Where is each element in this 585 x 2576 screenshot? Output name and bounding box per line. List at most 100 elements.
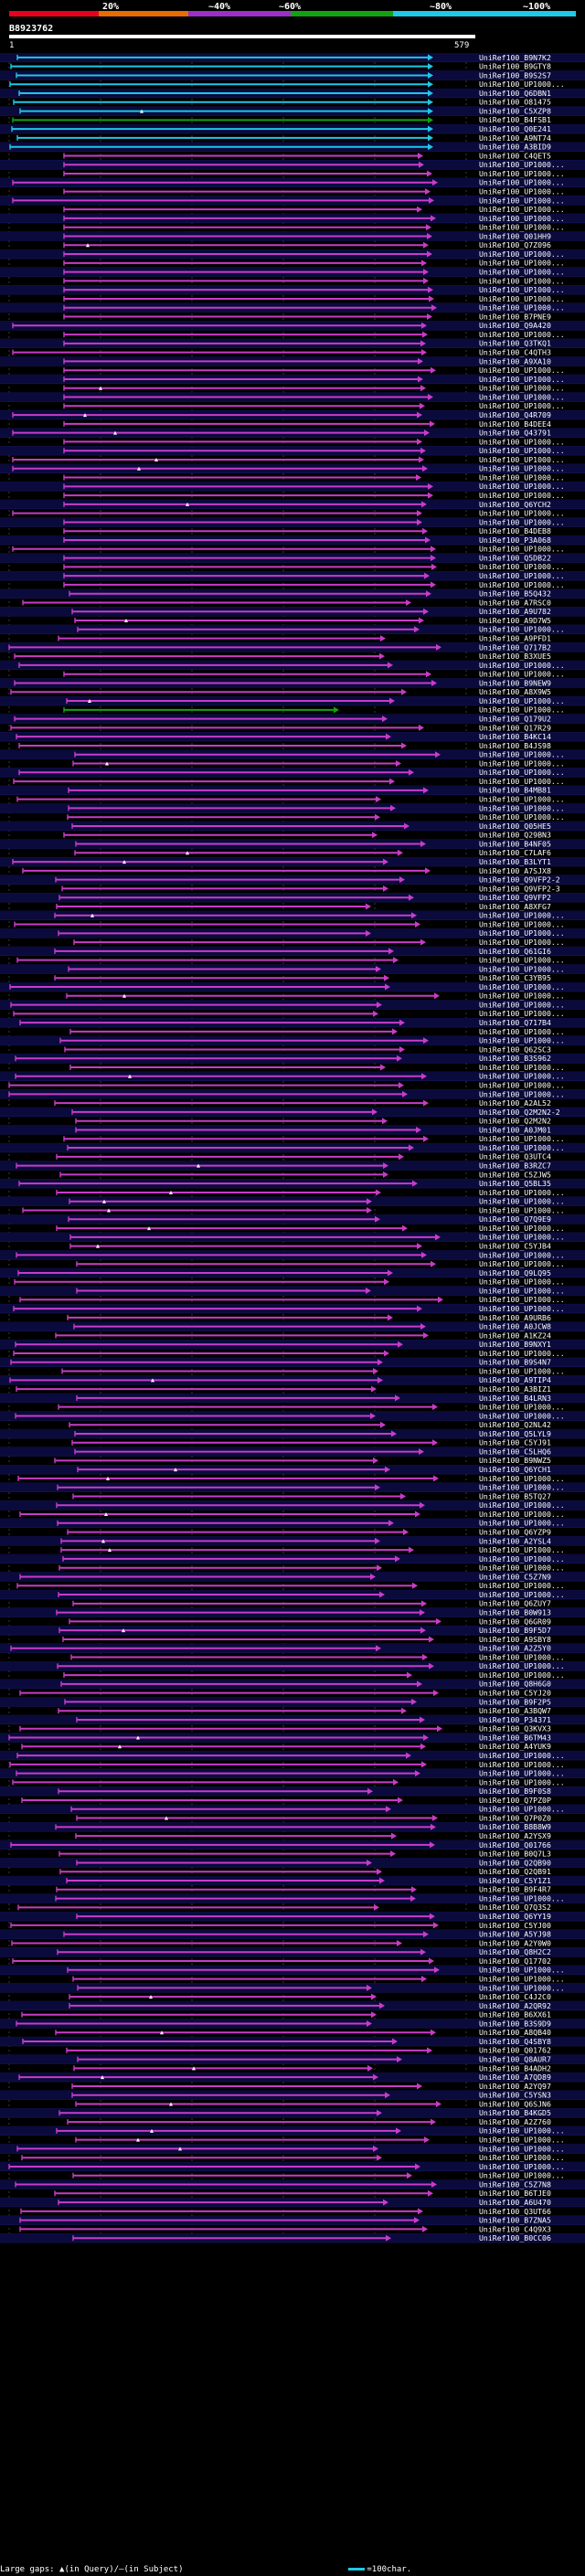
hit-label[interactable]: UniRef100_A2Y0W0 — [479, 1938, 551, 1947]
hit-label[interactable]: UniRef100_Q2M2N2 — [479, 1117, 551, 1126]
hit-label[interactable]: UniRef100_UP1000... — [479, 491, 565, 500]
hit-label[interactable]: UniRef100_UP1000... — [479, 1483, 565, 1492]
hit-row[interactable]: UniRef100_UP1000... — [0, 1769, 585, 1778]
hit-label[interactable]: UniRef100_UP1000... — [479, 1009, 565, 1018]
hit-row[interactable]: UniRef100_B9S4N7 — [0, 1358, 585, 1367]
hit-label[interactable]: UniRef100_A3BIZ1 — [479, 1384, 551, 1394]
hit-label[interactable]: UniRef100_B4NF05 — [479, 839, 551, 848]
hit-label[interactable]: UniRef100_Q179U2 — [479, 715, 551, 724]
hit-label[interactable]: UniRef100_UP1000... — [479, 1769, 565, 1778]
hit-label[interactable]: UniRef100_UP1000... — [479, 178, 565, 187]
hit-row[interactable]: UniRef100_UP1000... — [0, 285, 585, 295]
hit-row[interactable]: UniRef100_UP1000... — [0, 1983, 585, 1993]
hit-label[interactable]: UniRef100_UP1000... — [479, 196, 565, 205]
hit-label[interactable]: UniRef100_B5TQ27 — [479, 1491, 551, 1500]
hit-row[interactable]: UniRef100_UP1000... — [0, 964, 585, 974]
hit-label[interactable]: UniRef100_UP1000... — [479, 401, 565, 410]
hit-label[interactable]: UniRef100_UP1000... — [479, 472, 565, 482]
hit-label[interactable]: UniRef100_UP1000... — [479, 696, 565, 705]
hit-label[interactable]: UniRef100_UP1000... — [479, 1893, 565, 1903]
hit-row[interactable]: UniRef100_Q01HH9 — [0, 231, 585, 241]
hit-label[interactable]: UniRef100_Q8AUR7 — [479, 2055, 551, 2064]
hit-label[interactable]: UniRef100_Q0E241 — [479, 124, 551, 133]
hit-label[interactable]: UniRef100_B0W913 — [479, 1608, 551, 1617]
hit-label[interactable]: UniRef100_UP1000... — [479, 1286, 565, 1295]
hit-label[interactable]: UniRef100_C4J2C0 — [479, 1992, 551, 2001]
hit-label[interactable]: UniRef100_UP1000... — [479, 982, 565, 991]
hit-label[interactable]: UniRef100_Q6DBN1 — [479, 89, 551, 98]
hit-label[interactable]: UniRef100_Q8H2C2 — [479, 1947, 551, 1956]
hit-label[interactable]: UniRef100_UP1000... — [479, 1670, 565, 1680]
hit-label[interactable]: UniRef100_UP1000... — [479, 1036, 565, 1045]
hit-row[interactable]: UniRef100_Q2QB90 — [0, 1858, 585, 1868]
hit-row[interactable]: UniRef100_C5YSN3 — [0, 2091, 585, 2100]
hit-label[interactable]: UniRef100_C5ZJW5 — [479, 1170, 551, 1179]
hit-label[interactable]: UniRef100_UP1000... — [479, 464, 565, 473]
hit-row[interactable]: UniRef100_UP1000... — [0, 1072, 585, 1081]
hit-label[interactable]: UniRef100_C5YJ00 — [479, 1921, 551, 1930]
hit-label[interactable]: UniRef100_Q7Q9E9 — [479, 1214, 551, 1224]
hit-label[interactable]: UniRef100_C5XZP8 — [479, 106, 551, 115]
hit-label[interactable]: UniRef100_B5Q432 — [479, 589, 551, 599]
hit-label[interactable]: UniRef100_UP1000... — [479, 777, 565, 786]
hit-row[interactable]: UniRef100_A9XA10 — [0, 356, 585, 366]
hit-label[interactable]: UniRef100_UP1000... — [479, 1403, 565, 1412]
hit-row[interactable]: UniRef100_UP1000... — [0, 303, 585, 313]
hit-row[interactable]: UniRef100_UP1000... — [0, 517, 585, 527]
hit-row[interactable]: UniRef100_UP1000... — [0, 1554, 585, 1564]
hit-row[interactable]: UniRef100_UP1000... — [0, 482, 585, 492]
hit-row[interactable]: UniRef100_B5Q432 — [0, 589, 585, 599]
hit-label[interactable]: UniRef100_UP1000... — [479, 545, 565, 554]
hit-label[interactable]: UniRef100_Q5LYL9 — [479, 1429, 551, 1438]
hit-label[interactable]: UniRef100_B4DEB8 — [479, 526, 551, 535]
hit-row[interactable]: UniRef100_UP1000... — [0, 249, 585, 260]
hit-label[interactable]: UniRef100_O81475 — [479, 98, 551, 107]
hit-label[interactable]: UniRef100_C4QTH3 — [479, 348, 551, 357]
hit-label[interactable]: UniRef100_Q6YCH2 — [479, 500, 551, 509]
hit-row[interactable]: UniRef100_UP1000... — [0, 696, 585, 706]
hit-label[interactable]: UniRef100_A8QB40 — [479, 2028, 551, 2037]
hit-label[interactable]: UniRef100_A3BID9 — [479, 143, 551, 152]
hit-label[interactable]: UniRef100_UP1000... — [479, 1134, 565, 1143]
hit-label[interactable]: UniRef100_C5Z7N9 — [479, 1572, 551, 1581]
hit-row[interactable]: UniRef100_UP1000... — [0, 803, 585, 813]
hit-label[interactable]: UniRef100_C3YB95 — [479, 973, 551, 982]
hit-label[interactable]: UniRef100_B4MB81 — [479, 786, 551, 795]
hit-label[interactable]: UniRef100_Q2NL42 — [479, 1420, 551, 1429]
hit-label[interactable]: UniRef100_B6TM43 — [479, 1733, 551, 1742]
hit-label[interactable]: UniRef100_Q6GR09 — [479, 1617, 551, 1626]
hit-label[interactable]: UniRef100_Q4SBY8 — [479, 2037, 551, 2046]
hit-label[interactable]: UniRef100_UP1000... — [479, 1143, 565, 1152]
hit-label[interactable]: UniRef100_B9GTY8 — [479, 62, 551, 71]
hit-row[interactable]: UniRef100_UP1000... — [0, 982, 585, 992]
hit-label[interactable]: UniRef100_B9NXY1 — [479, 1340, 551, 1349]
hit-label[interactable]: UniRef100_A8XFG7 — [479, 902, 551, 911]
hit-row[interactable]: UniRef100_P3A068 — [0, 535, 585, 546]
hit-label[interactable]: UniRef100_Q3UTC4 — [479, 1152, 551, 1161]
hit-row[interactable]: UniRef100_UP1000... — [0, 446, 585, 456]
hit-label[interactable]: UniRef100_B4ADH2 — [479, 2063, 551, 2072]
hit-label[interactable]: UniRef100_UP1000... — [479, 1080, 565, 1089]
hit-row[interactable]: UniRef100_B7ZNA5 — [0, 2216, 585, 2225]
hit-row[interactable]: UniRef100_C5Y1Z1 — [0, 1876, 585, 1886]
hit-label[interactable]: UniRef100_Q7Q3S2 — [479, 1903, 551, 1912]
hit-row[interactable]: UniRef100_UP1000... — [0, 1089, 585, 1099]
hit-label[interactable]: UniRef100_UP1000... — [479, 482, 565, 491]
hit-row[interactable]: UniRef100_B0W913 — [0, 1608, 585, 1617]
hit-label[interactable]: UniRef100_A0JCW8 — [479, 1322, 551, 1331]
hit-label[interactable]: UniRef100_UP1000... — [479, 812, 565, 822]
hit-label[interactable]: UniRef100_Q61GI6 — [479, 947, 551, 956]
hit-label[interactable]: UniRef100_UP1000... — [479, 1089, 565, 1098]
hit-label[interactable]: UniRef100_Q6YCH1 — [479, 1465, 551, 1474]
hit-label[interactable]: UniRef100_UP1000... — [479, 214, 565, 223]
hit-label[interactable]: UniRef100_UP1000... — [479, 2136, 565, 2145]
hit-row[interactable]: UniRef100_UP1000... — [0, 2162, 585, 2172]
hit-label[interactable]: UniRef100_B7ZNA5 — [479, 2216, 551, 2225]
hit-row[interactable]: UniRef100_UP1000... — [0, 1286, 585, 1296]
hit-label[interactable]: UniRef100_UP1000... — [479, 186, 565, 196]
hit-row[interactable]: UniRef100_Q43791 — [0, 429, 585, 438]
hit-label[interactable]: UniRef100_Q5DB22 — [479, 553, 551, 562]
hit-label[interactable]: UniRef100_A7RSC0 — [479, 598, 551, 607]
hit-row[interactable]: UniRef100_Q717B4 — [0, 1018, 585, 1028]
hit-label[interactable]: UniRef100_B3LYT1 — [479, 857, 551, 866]
